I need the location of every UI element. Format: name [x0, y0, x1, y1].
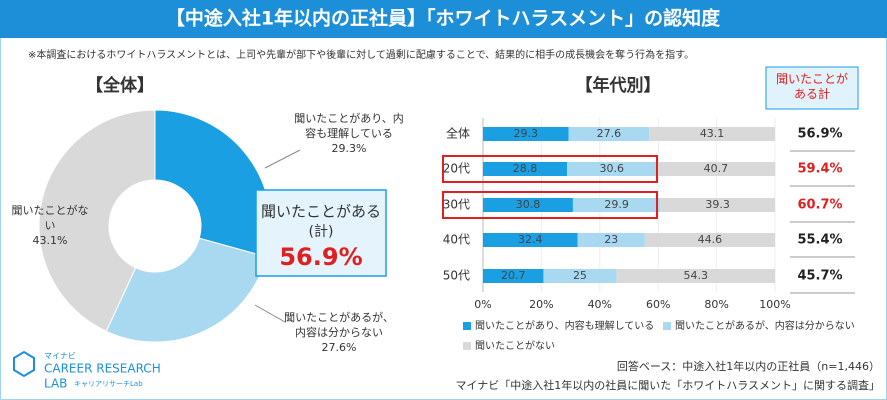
total-value: 60.7%	[797, 198, 842, 213]
total-value: 45.7%	[797, 269, 842, 284]
bar-segment	[660, 198, 775, 212]
slice-label-text: 29.3%	[331, 142, 367, 155]
bar-segment	[616, 269, 775, 283]
total-value: 56.9%	[797, 127, 842, 142]
slice-label: 聞いたことがあるが、内容は分からない 27.6%	[284, 311, 394, 354]
bar-value-label: 30.8	[516, 198, 541, 211]
bar-value-label: 29.3	[514, 127, 539, 140]
legend-swatch	[463, 322, 471, 330]
chart-title: 【年代別】	[576, 75, 661, 96]
bar-value-label: 29.9	[604, 198, 629, 211]
note: ※本調査におけるホワイトハラスメントとは、上司や先輩が部下や後輩に対して過剰に配…	[28, 48, 694, 61]
x-tick-label: 100%	[759, 298, 790, 311]
legend-label: 聞いたことがあるが、内容は分からない	[675, 319, 855, 332]
category-label: 30代	[443, 198, 470, 212]
total-value: 56.9%	[279, 243, 362, 271]
logo-name: CAREER RESEARCH	[44, 362, 161, 376]
slice-label-text: 聞いたことがあり、内容も理解している	[294, 112, 404, 140]
bar-segment	[644, 233, 775, 247]
leader-line	[254, 304, 286, 323]
totals-header-text: 聞いたことがある計	[775, 72, 848, 101]
bar-segment	[483, 269, 544, 283]
leader-line	[264, 149, 301, 169]
slice-label-text: 聞いたことがあるが、内容は分からない	[284, 311, 394, 339]
x-tick-label: 20%	[529, 298, 553, 311]
source-base: 回答ベース：中途入社1年以内の正社員（n=1,446）	[617, 359, 880, 373]
bar-segment	[483, 198, 573, 212]
bar-segment	[649, 127, 775, 141]
logo-brand: マイナビ	[44, 352, 76, 361]
slice-label-text: 43.1%	[32, 234, 68, 247]
bar-value-label: 23	[604, 233, 618, 246]
category-label: 20代	[443, 162, 470, 176]
legend-swatch	[663, 322, 671, 330]
x-tick-label: 40%	[588, 298, 612, 311]
bar-segment	[577, 233, 645, 247]
x-tick-label: 0%	[474, 298, 491, 311]
x-tick-label: 80%	[704, 298, 728, 311]
x-tick-label: 60%	[646, 298, 670, 311]
bar-value-label: 32.4	[518, 233, 543, 246]
bar-value-label: 40.7	[704, 162, 729, 175]
source: マイナビ「中途入社1年以内の社員に聞いた「ホワイトハラスメント」に関する調査」	[455, 378, 880, 392]
bar-value-label: 25	[573, 269, 587, 282]
bar-segment	[543, 269, 617, 283]
legend-label: 聞いたことがない	[475, 339, 555, 352]
highlight-box	[442, 191, 658, 219]
bar-segment	[483, 233, 578, 247]
donut-segment	[105, 237, 268, 343]
bar-value-label: 27.6	[597, 127, 622, 140]
logo: マイナビ CAREER RESEARCH LAB キャリアリサーチLab	[13, 350, 161, 391]
bar-value-label: 44.6	[698, 233, 723, 246]
totals-header-box	[765, 66, 859, 110]
bar-segment	[483, 162, 568, 176]
total-callout	[255, 189, 387, 277]
category-label: 50代	[443, 269, 470, 283]
slice-label-text: 聞いたことがない	[11, 204, 89, 232]
logo-lab: LAB	[44, 377, 67, 391]
bar-segment	[572, 198, 661, 212]
highlight-box	[442, 155, 658, 183]
page-title: 【中途入社1年以内の正社員】「ホワイトハラスメント」の認知度	[166, 7, 721, 30]
legend-label: 聞いたことがあり、内容も理解している	[475, 319, 654, 332]
logo-sub: キャリアリサーチLab	[74, 380, 143, 388]
bar-value-label: 30.6	[600, 162, 625, 175]
bar-value-label: 20.7	[501, 269, 526, 282]
total-value: 59.4%	[797, 162, 842, 177]
bar-value-label: 28.8	[513, 162, 538, 175]
legend-swatch	[463, 342, 471, 350]
bar-segment	[483, 127, 569, 141]
slice-label: 聞いたことがあり、内容も理解している 29.3%	[294, 112, 404, 155]
logo-icon	[13, 350, 35, 378]
bar-value-label: 54.3	[683, 269, 708, 282]
category-label: 全体	[446, 126, 470, 141]
chart-title: 【全体】	[86, 75, 154, 96]
donut-segment	[38, 109, 156, 332]
bar-segment	[656, 162, 776, 176]
total-value: 55.4%	[797, 233, 842, 248]
bar-segment	[568, 127, 650, 141]
slice-label-text: 27.6%	[321, 341, 357, 354]
bar-segment	[567, 162, 657, 176]
bar-value-label: 39.3	[705, 198, 730, 211]
slice-label: 聞いたことがない 43.1%	[11, 204, 89, 247]
bar-value-label: 43.1	[700, 127, 725, 140]
category-label: 40代	[443, 233, 470, 247]
total-label: 聞いたことがある	[261, 203, 381, 221]
totals-header: 聞いたことがある計	[775, 72, 848, 101]
total-sublabel: (計)	[309, 224, 334, 240]
title-bar	[0, 0, 887, 38]
